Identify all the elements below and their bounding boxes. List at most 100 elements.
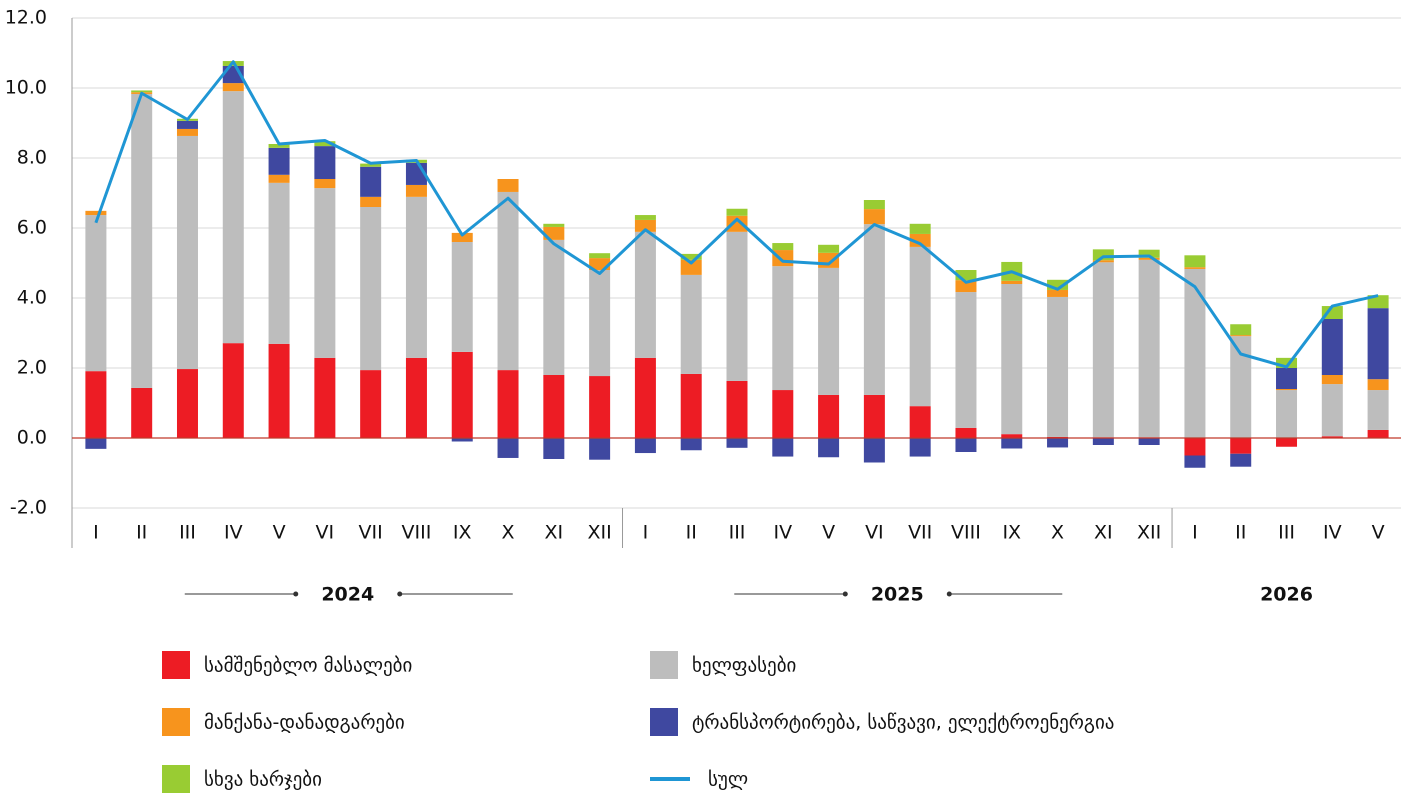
bar-segment <box>85 371 107 438</box>
bar-segment <box>1138 249 1160 258</box>
bar-segment <box>634 215 656 220</box>
bar-segment <box>131 93 153 388</box>
group-label: 2025 <box>871 584 924 606</box>
x-tick-label: IX <box>453 522 472 544</box>
bar-segment <box>1092 262 1114 438</box>
bar-segment <box>589 270 611 377</box>
bar-segment <box>589 376 611 438</box>
bar-segment <box>451 351 473 438</box>
group-dot <box>293 591 299 597</box>
bar-segment <box>726 208 748 216</box>
bar-segment <box>680 274 702 374</box>
bar-segment <box>222 83 244 92</box>
bar-segment <box>772 243 794 251</box>
bar-segment <box>360 166 382 197</box>
legend-swatch <box>162 765 190 793</box>
x-tick-label: III <box>1278 522 1295 544</box>
legend-label: ტრანსპორტირება, საწვავი, ელექტროენერგია <box>692 712 1114 734</box>
x-tick-label: VII <box>359 522 383 544</box>
x-tick-label: V <box>273 522 286 544</box>
bar-segment <box>268 174 290 183</box>
bar-segment <box>1230 335 1252 337</box>
bar-segment <box>1276 368 1298 389</box>
x-tick-label: IV <box>773 522 792 544</box>
y-tick-label: 4.0 <box>17 287 47 309</box>
bar-segment <box>863 224 885 395</box>
bar-segment <box>955 438 977 452</box>
bar-segment <box>1276 389 1298 391</box>
bar-segment <box>726 215 748 232</box>
bar-segment <box>314 179 336 189</box>
x-tick-label: I <box>1192 522 1198 544</box>
bar-segment <box>955 292 977 428</box>
bar-segment <box>360 207 382 371</box>
bar-segment <box>1367 295 1389 309</box>
legend-swatch <box>650 708 678 736</box>
bar-segment <box>85 438 107 449</box>
bar-segment <box>176 128 198 136</box>
bar-segment <box>634 357 656 438</box>
bar-segment <box>543 375 565 438</box>
bar-segment <box>772 266 794 391</box>
bar-segment <box>85 210 107 216</box>
bar-segment <box>1230 453 1252 467</box>
bar-segment <box>909 223 931 234</box>
x-tick-label: X <box>1051 522 1064 544</box>
x-tick-label: IX <box>1002 522 1021 544</box>
bar-segment <box>1367 379 1389 391</box>
bar-segment <box>1092 438 1114 445</box>
x-tick-label: V <box>822 522 835 544</box>
total-line <box>94 60 1379 369</box>
x-tick-label: III <box>179 522 196 544</box>
y-tick-label: 6.0 <box>17 217 47 239</box>
bar-segment <box>1367 390 1389 430</box>
bar-segment <box>1184 438 1206 456</box>
bar-segment <box>1321 319 1343 375</box>
bar-segment <box>176 135 198 370</box>
x-tick-label: XII <box>1137 522 1161 544</box>
bar-segment <box>772 438 794 457</box>
bar-segment <box>589 438 611 460</box>
bar-segment <box>863 209 885 225</box>
x-tick-label: III <box>729 522 746 544</box>
x-tick-label: II <box>136 522 147 544</box>
bar-segment <box>772 250 794 267</box>
bar-segment <box>497 438 519 458</box>
bar-segment <box>176 120 198 129</box>
x-tick-label: VI <box>316 522 335 544</box>
bar-segment <box>543 239 565 375</box>
bar-segment <box>634 219 656 232</box>
bar-segment <box>1230 438 1252 454</box>
bar-segment <box>955 280 977 293</box>
bar-segment <box>1276 438 1298 447</box>
legend-swatch <box>162 651 190 679</box>
bar-segment <box>818 252 840 268</box>
bar-segment <box>360 196 382 207</box>
x-tick-label: II <box>1235 522 1246 544</box>
bar-segment <box>1138 259 1160 438</box>
bar-segment <box>405 196 427 358</box>
x-tick-label: I <box>93 522 99 544</box>
bar-segment <box>1184 267 1206 269</box>
bar-segment <box>1184 268 1206 438</box>
bar-segment <box>726 438 748 448</box>
bar-segment <box>1367 429 1389 438</box>
bar-segment <box>680 259 702 275</box>
bar-segment <box>634 231 656 358</box>
group-dot <box>397 591 403 597</box>
bar-segment <box>85 215 107 372</box>
bar-segment <box>589 258 611 270</box>
bar-segment <box>1047 296 1069 437</box>
x-tick-label: XI <box>545 522 564 544</box>
bar-segment <box>1047 438 1069 448</box>
x-tick-label: VIII <box>951 522 981 544</box>
bar-segment <box>405 184 427 197</box>
group-label: 2026 <box>1260 584 1313 606</box>
bar-segment <box>1230 324 1252 336</box>
legend-swatch <box>162 708 190 736</box>
bar-segment <box>863 438 885 463</box>
group-dot <box>842 591 848 597</box>
bar-segment <box>818 438 840 458</box>
bar-segment <box>1092 260 1114 263</box>
